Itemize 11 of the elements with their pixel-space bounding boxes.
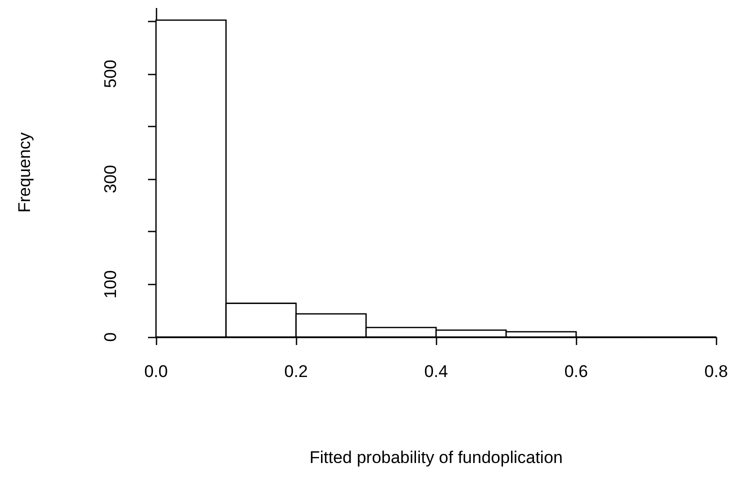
y-tick-label: 0 <box>101 332 120 342</box>
y-axis-title: Frequency <box>15 132 34 213</box>
x-tick-label: 0.6 <box>564 362 588 381</box>
y-tick-label: 500 <box>101 60 120 88</box>
x-tick-label: 0.2 <box>284 362 308 381</box>
y-tick-label: 300 <box>101 164 120 194</box>
x-tick-label: 0.8 <box>704 362 728 381</box>
x-tick-label: 0.4 <box>424 362 448 381</box>
y-tick-label: 100 <box>101 270 120 299</box>
x-tick-label: 0.0 <box>144 362 168 381</box>
x-axis-title: Fitted probability of fundoplication <box>309 448 563 467</box>
